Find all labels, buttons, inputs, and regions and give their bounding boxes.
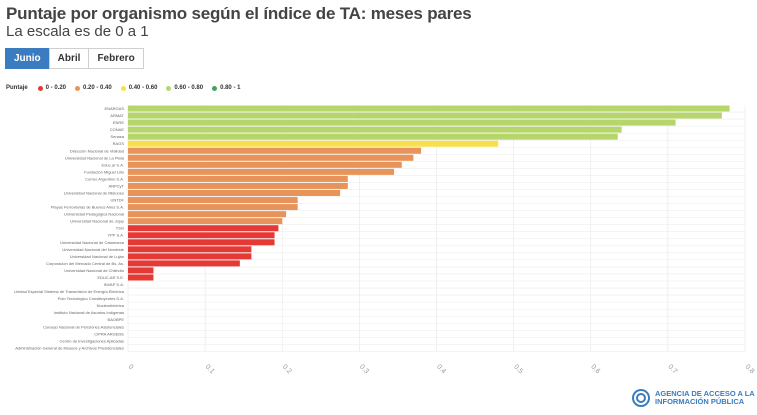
bar-18 (128, 232, 275, 239)
category-label: Educ.ar S.A. (102, 162, 124, 167)
bar-14 (128, 204, 298, 211)
category-label: TSG (116, 226, 124, 231)
bar-15 (128, 211, 287, 218)
legend-item-0[interactable]: 0 - 0.20 (37, 85, 67, 91)
legend-swatch (166, 85, 172, 91)
chart-title: Puntaje por organismo según el índice de… (6, 4, 472, 23)
bar-8 (128, 161, 402, 168)
legend-label: 0.20 - 0.40 (83, 85, 112, 91)
category-label: RAGS (113, 141, 125, 146)
category-label: Universidad Nacional de Catamarca (60, 240, 125, 245)
bar-1 (128, 112, 722, 119)
bar-9 (128, 168, 395, 175)
category-label: UNTDF (110, 198, 124, 203)
bar-11 (128, 182, 348, 189)
category-label: Dirección Nacional de Vialidad (70, 148, 124, 153)
category-label: BAOBPE (108, 317, 125, 322)
bar-24 (128, 274, 154, 281)
x-tick-label: 0.4 (435, 363, 447, 375)
bar-6 (128, 147, 422, 154)
legend-item-2[interactable]: 0.40 - 0.60 (120, 85, 158, 91)
bar-17 (128, 225, 279, 232)
category-label: Universidad Nacional de Chilecito (64, 268, 125, 273)
bar-19 (128, 239, 275, 246)
category-label: Senasa (110, 134, 124, 139)
bar-2 (128, 119, 676, 126)
bar-23 (128, 267, 154, 274)
agency-logo-line2: INFORMACIÓN PÚBLICA (655, 397, 745, 406)
category-label: Universidad Nacional del Nordeste (62, 247, 124, 252)
agency-logo: AGENCIA DE ACCESO A LA INFORMACIÓN PÚBLI… (632, 389, 755, 407)
category-label: Correo Argentino S.A. (85, 176, 124, 181)
category-label: Consejo Nacional de Pensiones Asistencia… (43, 324, 124, 329)
category-label: ANPCyT (108, 183, 124, 188)
category-label: Nucleoeléctrica (97, 303, 125, 308)
category-label: CONAE (110, 127, 125, 132)
legend-title: Puntaje (6, 85, 28, 91)
category-label: ENRE (113, 120, 124, 125)
legend-item-1[interactable]: 0.20 - 0.40 (75, 85, 112, 91)
category-label: Universidad Nacional de Misiones (64, 191, 124, 196)
legend-item-4[interactable]: 0.80 - 1 (212, 85, 240, 91)
bar-7 (128, 154, 414, 161)
category-label: Corporación del Mercado Central de Bs. A… (46, 261, 124, 266)
chart-subtitle: La escala es de 0 a 1 (6, 23, 149, 40)
agency-logo-line1: AGENCIA DE ACCESO A LA (655, 388, 755, 398)
category-label: Fundación Miguel Lillo (84, 169, 125, 174)
agency-logo-text: AGENCIA DE ACCESO A LA INFORMACIÓN PÚBLI… (655, 388, 755, 407)
legend-label: 0.60 - 0.80 (174, 85, 204, 91)
x-tick-label: 0.3 (358, 363, 370, 375)
category-label: Universidad Nacional de Jujuy (70, 219, 124, 224)
category-label: ARMAT (110, 113, 124, 118)
category-label: Universidad Nacional de Luján (70, 254, 124, 259)
category-label: EDUC.AR S.E. (97, 275, 124, 280)
x-tick-label: 0 (127, 363, 135, 371)
x-tick-label: 0.5 (512, 363, 524, 375)
category-label: CIPRA ARGEDE (94, 331, 124, 336)
legend: Puntaje 0 - 0.20 0.20 - 0.40 0.40 - 0.60… (6, 85, 249, 91)
bar-20 (128, 246, 252, 253)
bar-13 (128, 197, 298, 204)
x-tick-label: 0.2 (281, 363, 293, 375)
category-label: YPF S.A. (108, 233, 124, 238)
legend-swatch (212, 85, 218, 91)
legend-swatch (75, 85, 81, 91)
bar-21 (128, 253, 252, 260)
category-label: Centro de Investigaciones Aplicadas (60, 338, 124, 343)
bar-22 (128, 260, 240, 267)
bar-5 (128, 140, 499, 147)
category-label: INVAP S.A. (104, 282, 124, 287)
bar-12 (128, 190, 341, 196)
x-tick-label: 0.1 (204, 363, 216, 375)
x-tick-label: 0.7 (666, 363, 678, 375)
legend-swatch (120, 85, 126, 91)
legend-label: 0 - 0.20 (45, 85, 67, 91)
agency-logo-icon (632, 389, 650, 407)
legend-label: 0.40 - 0.60 (128, 85, 158, 91)
legend-item-3[interactable]: 0.60 - 0.80 (166, 85, 203, 91)
category-label: Playas Ferroviarias de Buenos Aires S.A. (51, 205, 124, 210)
category-label: ENARGAS (104, 106, 124, 111)
bar-16 (128, 218, 283, 225)
bar-0 (128, 105, 730, 112)
legend-swatch (37, 85, 43, 91)
category-label: Polo Tecnológico Constituyentes S.A. (58, 296, 124, 301)
category-label: Instituto Nacional de Asuntos Indígenas (54, 310, 124, 315)
month-tabs: Junio Abril Febrero (5, 48, 144, 69)
bar-4 (128, 133, 618, 140)
x-tick-label: 0.8 (744, 363, 756, 375)
category-label: Universidad Nacional de La Plata (65, 155, 125, 160)
category-label: Administración General de Museos y Archi… (15, 345, 124, 350)
category-label: Unidad Especial Sistema de Transmisión d… (14, 289, 125, 294)
category-label: Universidad Pedagógica Nacional (64, 212, 124, 217)
bar-10 (128, 175, 348, 182)
x-tick-label: 0.6 (589, 363, 601, 375)
bar-3 (128, 126, 622, 133)
legend-label: 0.80 - 1 (220, 85, 241, 91)
tab-febrero[interactable]: Febrero (88, 48, 144, 69)
